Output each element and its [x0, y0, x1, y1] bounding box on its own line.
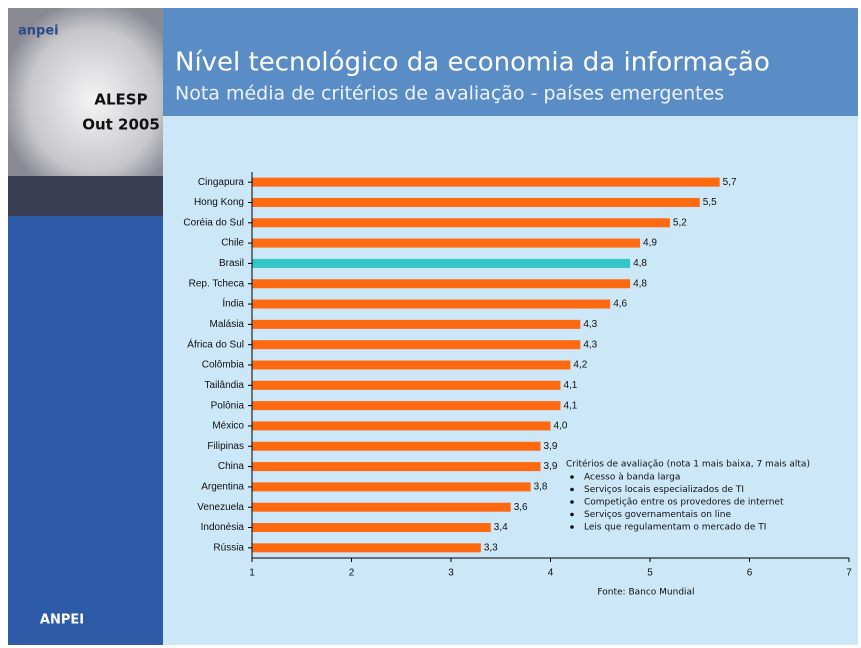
- bar: [252, 523, 491, 532]
- value-label: 4,1: [563, 400, 577, 411]
- note-item: Serviços governamentais on line: [584, 510, 732, 520]
- category-label: Indonésia: [201, 522, 245, 533]
- bar: [252, 178, 720, 187]
- category-label: Colômbia: [202, 360, 245, 371]
- bullet: [570, 525, 574, 529]
- value-label: 4,0: [554, 421, 568, 432]
- value-label: 3,9: [544, 461, 558, 472]
- category-label: África do Sul: [187, 337, 244, 350]
- x-tick-label: 2: [349, 568, 355, 579]
- chart-title: Nível tecnológico da economia da informa…: [175, 48, 770, 78]
- slide: anpei ALESP Out 2005 ANPEI Nível tecnoló…: [0, 0, 861, 648]
- value-label: 4,2: [573, 360, 587, 371]
- date: Out 2005: [82, 116, 160, 134]
- category-label: Índia: [222, 297, 244, 310]
- category-label: Tailândia: [205, 380, 245, 391]
- value-label: 4,8: [633, 258, 647, 269]
- category-label: Filipinas: [207, 441, 244, 452]
- bar: [252, 421, 551, 430]
- notes-title: Critérios de avaliação (nota 1 mais baix…: [566, 459, 810, 470]
- bar: [252, 442, 541, 451]
- bullet: [570, 488, 574, 492]
- x-tick-label: 7: [846, 568, 852, 579]
- note-item: Leis que regulamentam o mercado de TI: [584, 523, 766, 533]
- value-label: 4,9: [643, 238, 657, 249]
- event: ALESP: [94, 91, 147, 109]
- chart-background: [163, 116, 858, 645]
- bar: [252, 239, 640, 248]
- bar: [252, 259, 630, 268]
- value-label: 5,5: [703, 197, 717, 208]
- bar: [252, 218, 670, 227]
- x-tick-label: 3: [448, 568, 454, 579]
- category-label: Chile: [221, 238, 244, 249]
- page: anpei ALESP Out 2005 ANPEI Nível tecnoló…: [0, 0, 861, 648]
- bullet: [570, 475, 574, 479]
- value-label: 4,3: [583, 339, 597, 350]
- category-label: Cingapura: [198, 177, 245, 188]
- category-label: Hong Kong: [194, 197, 244, 208]
- value-label: 3,9: [544, 441, 558, 452]
- note-item: Acesso à banda larga: [584, 473, 680, 483]
- value-label: 5,7: [723, 177, 737, 188]
- bar: [252, 381, 560, 390]
- bar: [252, 300, 610, 309]
- bar: [252, 503, 511, 512]
- bar: [252, 361, 570, 370]
- value-label: 4,3: [583, 319, 597, 330]
- value-label: 3,3: [484, 542, 498, 553]
- x-tick-label: 4: [548, 568, 554, 579]
- value-label: 5,2: [673, 217, 687, 228]
- note-item: Serviços locais especializados de TI: [584, 485, 744, 495]
- value-label: 4,1: [563, 380, 577, 391]
- bar: [252, 401, 560, 410]
- value-label: 4,8: [633, 278, 647, 289]
- value-label: 3,4: [494, 522, 508, 533]
- bullet: [570, 513, 574, 517]
- bar: [252, 198, 700, 207]
- bar: [252, 482, 531, 491]
- category-label: Malásia: [210, 319, 245, 330]
- bullet: [570, 500, 574, 504]
- footer-brand: ANPEI: [40, 613, 84, 628]
- bar: [252, 279, 630, 288]
- category-label: México: [212, 421, 244, 432]
- category-label: Coréia do Sul: [183, 217, 244, 228]
- category-label: Rússia: [213, 542, 244, 553]
- source: Fonte: Banco Mundial: [597, 588, 694, 598]
- category-label: Brasil: [219, 258, 244, 269]
- logo: anpei: [18, 24, 59, 39]
- bar: [252, 320, 580, 329]
- value-label: 3,8: [534, 482, 548, 493]
- note-item: Competição entre os provedores de intern…: [584, 498, 784, 508]
- x-tick-label: 5: [647, 568, 653, 579]
- side-band: [8, 176, 163, 216]
- bar: [252, 462, 541, 471]
- x-tick-label: 6: [747, 568, 753, 579]
- category-label: China: [218, 461, 245, 472]
- category-label: Rep. Tcheca: [189, 278, 245, 289]
- value-label: 4,6: [613, 299, 627, 310]
- value-label: 3,6: [514, 502, 528, 513]
- bar: [252, 340, 580, 349]
- x-tick-label: 1: [249, 568, 255, 579]
- category-label: Polônia: [211, 400, 245, 411]
- category-label: Argentina: [201, 482, 244, 493]
- category-label: Venezuela: [197, 502, 244, 513]
- chart-subtitle: Nota média de critérios de avaliação - p…: [175, 83, 724, 105]
- bar: [252, 543, 481, 552]
